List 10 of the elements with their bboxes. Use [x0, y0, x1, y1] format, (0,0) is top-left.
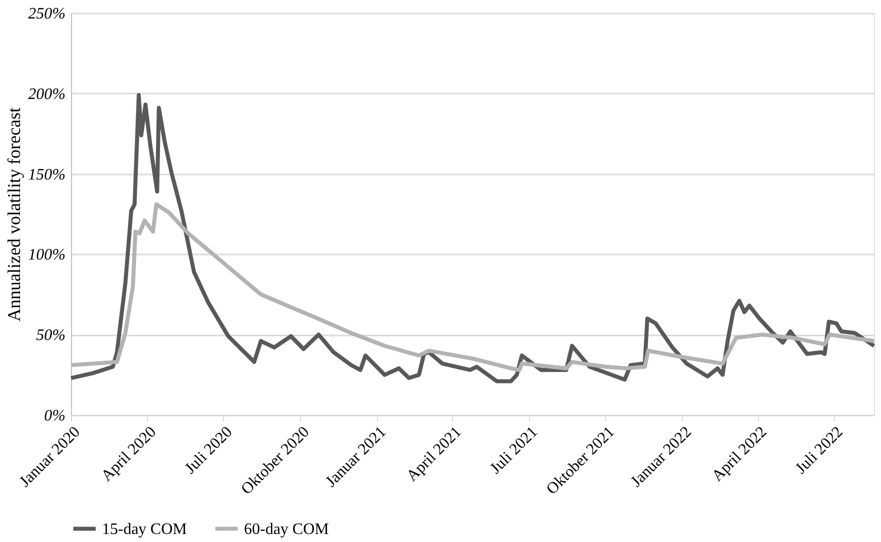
- y-tick-label: 200%: [28, 86, 66, 103]
- line-series: [69, 93, 876, 384]
- y-tick-label: 250%: [28, 6, 66, 22]
- y-tick-label: 100%: [28, 246, 66, 264]
- legend-label: 15-day COM: [102, 520, 187, 538]
- y-tick-label: 150%: [28, 166, 66, 184]
- y-tick-label: 50%: [36, 327, 66, 344]
- legend-label: 60-day COM: [244, 520, 329, 538]
- y-tick-label: 0%: [44, 408, 66, 424]
- y-axis-title: Annualized volatility forecast: [4, 108, 24, 322]
